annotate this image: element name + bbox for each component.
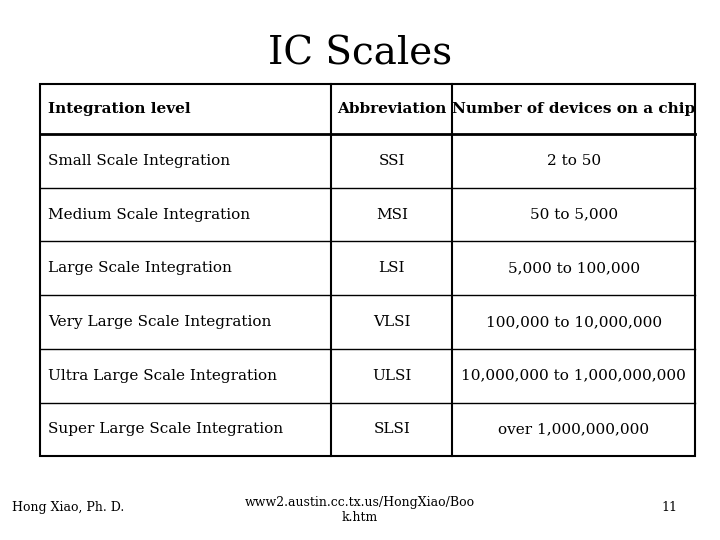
Text: Hong Xiao, Ph. D.: Hong Xiao, Ph. D. xyxy=(12,501,125,514)
Text: LSI: LSI xyxy=(379,261,405,275)
Text: 100,000 to 10,000,000: 100,000 to 10,000,000 xyxy=(485,315,662,329)
Text: Small Scale Integration: Small Scale Integration xyxy=(48,154,230,168)
Text: Ultra Large Scale Integration: Ultra Large Scale Integration xyxy=(48,369,277,383)
Text: over 1,000,000,000: over 1,000,000,000 xyxy=(498,422,649,436)
Text: IC Scales: IC Scales xyxy=(268,35,452,72)
Text: Super Large Scale Integration: Super Large Scale Integration xyxy=(48,422,284,436)
Text: ULSI: ULSI xyxy=(372,369,411,383)
Text: Medium Scale Integration: Medium Scale Integration xyxy=(48,207,251,221)
Text: www2.austin.cc.tx.us/HongXiao/Boo
k.htm: www2.austin.cc.tx.us/HongXiao/Boo k.htm xyxy=(245,496,475,524)
Text: 10,000,000 to 1,000,000,000: 10,000,000 to 1,000,000,000 xyxy=(461,369,686,383)
Text: SLSI: SLSI xyxy=(374,422,410,436)
Text: 11: 11 xyxy=(662,501,678,514)
Text: 2 to 50: 2 to 50 xyxy=(546,154,600,168)
Text: Number of devices on a chip: Number of devices on a chip xyxy=(452,102,695,116)
Text: MSI: MSI xyxy=(376,207,408,221)
Text: Large Scale Integration: Large Scale Integration xyxy=(48,261,232,275)
Text: Very Large Scale Integration: Very Large Scale Integration xyxy=(48,315,271,329)
Text: 5,000 to 100,000: 5,000 to 100,000 xyxy=(508,261,639,275)
Text: Abbreviation: Abbreviation xyxy=(337,102,446,116)
Text: 50 to 5,000: 50 to 5,000 xyxy=(529,207,618,221)
Text: Integration level: Integration level xyxy=(48,102,191,116)
Text: VLSI: VLSI xyxy=(373,315,410,329)
Text: SSI: SSI xyxy=(379,154,405,168)
